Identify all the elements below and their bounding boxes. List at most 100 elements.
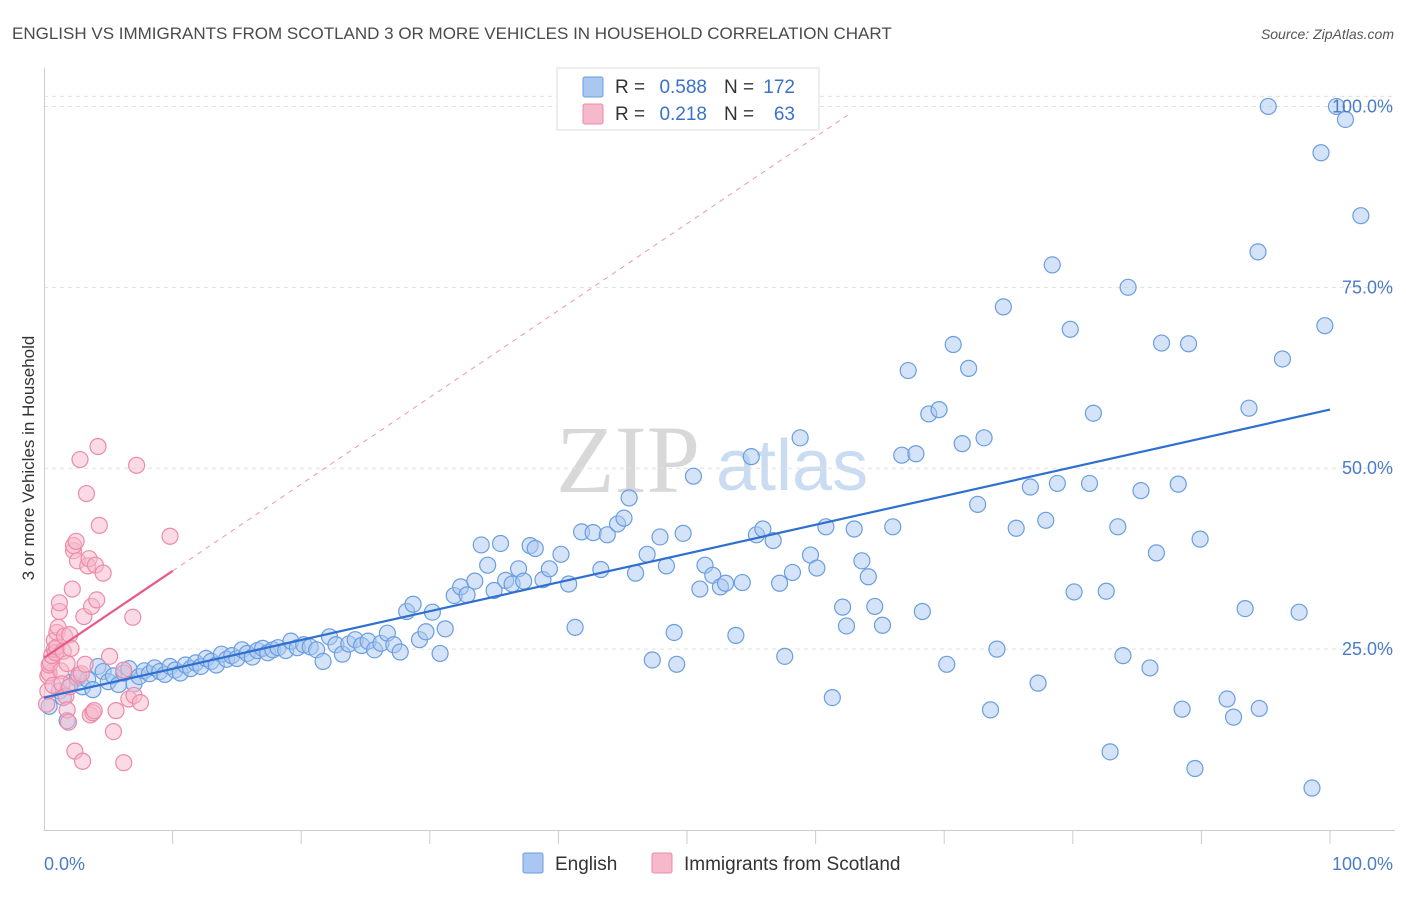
trend-line-scotland — [43, 570, 174, 659]
legend-n-label-scotland: N = — [724, 104, 754, 125]
point-english-164 — [1141, 659, 1159, 677]
point-english-136 — [913, 602, 931, 621]
bottom-legend-label-english: English — [555, 854, 617, 875]
chart-title: ENGLISH VS IMMIGRANTS FROM SCOTLAND 3 OR… — [12, 24, 892, 43]
y-tick-labels: 25.0% 50.0% 75.0% 100.0% — [1332, 96, 1393, 659]
point-english-96 — [620, 489, 638, 507]
point-english-118 — [776, 647, 794, 665]
point-scotland-49 — [90, 516, 108, 534]
point-english-86 — [540, 560, 558, 578]
point-english-178 — [1259, 97, 1277, 116]
point-english-166 — [1152, 334, 1171, 352]
legend-swatch-english — [582, 76, 604, 98]
points-layer — [37, 97, 1370, 797]
point-scotland-54 — [115, 661, 133, 679]
point-scotland-15 — [50, 594, 69, 612]
point-english-127 — [845, 520, 863, 538]
point-english-182 — [1312, 144, 1330, 162]
point-english-99 — [643, 651, 661, 669]
point-english-155 — [1065, 583, 1083, 601]
point-english-113 — [742, 448, 760, 466]
point-scotland-51 — [100, 647, 119, 665]
point-english-129 — [859, 568, 877, 586]
point-english-119 — [783, 563, 802, 582]
point-english-51 — [314, 652, 332, 671]
point-english-149 — [1021, 478, 1039, 496]
bottom-legend-label-scotland: Immigrants from Scotland — [684, 854, 900, 875]
point-english-102 — [665, 623, 683, 642]
point-scotland-23 — [59, 713, 78, 731]
point-english-128 — [853, 552, 871, 570]
point-english-144 — [975, 429, 993, 447]
chart-source: Source: ZipAtlas.com — [1261, 26, 1394, 42]
point-english-133 — [893, 446, 911, 464]
point-scotland-39 — [77, 484, 96, 503]
point-english-157 — [1084, 404, 1102, 422]
point-english-173 — [1224, 708, 1243, 726]
point-english-134 — [899, 361, 917, 380]
point-english-69 — [431, 644, 449, 663]
point-english-176 — [1249, 243, 1267, 261]
point-english-146 — [988, 640, 1006, 658]
point-english-150 — [1029, 674, 1047, 692]
point-english-111 — [727, 626, 745, 644]
point-scotland-61 — [161, 527, 179, 545]
point-english-175 — [1240, 399, 1258, 417]
point-english-112 — [733, 573, 751, 592]
point-english-84 — [526, 539, 544, 558]
point-english-148 — [1007, 519, 1025, 537]
point-english-141 — [953, 435, 971, 453]
y-axis-label: 3 or more Vehicles in Household — [19, 336, 38, 581]
point-english-122 — [808, 559, 826, 577]
stats-legend: R = 0.588 N = 172 R = 0.218 N = 63 — [556, 67, 820, 131]
legend-n-value-scotland: 63 — [774, 104, 795, 125]
point-scotland-47 — [88, 591, 106, 609]
point-english-131 — [873, 616, 892, 634]
point-english-63 — [391, 643, 409, 661]
point-scotland-36 — [73, 752, 92, 770]
point-english-110 — [716, 574, 735, 592]
point-english-142 — [960, 359, 978, 377]
point-english-184 — [1327, 97, 1346, 116]
point-english-130 — [866, 597, 884, 616]
point-english-91 — [584, 524, 602, 542]
point-english-170 — [1186, 759, 1204, 778]
point-english-145 — [981, 701, 1000, 719]
point-english-161 — [1114, 647, 1132, 665]
point-scotland-31 — [67, 532, 85, 550]
point-english-125 — [834, 598, 852, 616]
legend-n-label-english: N = — [724, 77, 754, 98]
point-english-162 — [1119, 278, 1137, 296]
legend-r-value-english: 0.588 — [659, 77, 707, 98]
point-english-104 — [674, 524, 692, 542]
point-english-169 — [1179, 335, 1198, 353]
y-tick-label-25: 25.0% — [1342, 639, 1393, 659]
point-english-151 — [1037, 511, 1055, 529]
point-english-95 — [615, 509, 633, 527]
point-english-153 — [1048, 474, 1066, 493]
point-english-100 — [651, 528, 669, 546]
point-english-78 — [491, 534, 510, 553]
point-english-158 — [1097, 582, 1115, 600]
point-scotland-59 — [127, 456, 146, 474]
point-english-106 — [691, 580, 709, 598]
point-scotland-57 — [124, 608, 142, 626]
legend-swatch-scotland — [582, 103, 604, 125]
point-english-76 — [479, 556, 497, 574]
point-english-154 — [1061, 320, 1079, 338]
point-scotland-60 — [131, 694, 150, 712]
legend-r-value-scotland: 0.218 — [659, 104, 707, 125]
point-english-116 — [764, 531, 782, 550]
point-english-160 — [1109, 518, 1127, 536]
point-english-138 — [930, 401, 948, 419]
point-english-179 — [1273, 350, 1292, 368]
point-english-180 — [1290, 603, 1308, 621]
x-tick-label-min: 0.0% — [44, 854, 85, 874]
point-english-89 — [566, 618, 584, 637]
point-english-152 — [1043, 256, 1061, 274]
point-english-163 — [1132, 482, 1150, 500]
point-english-65 — [404, 595, 422, 613]
point-english-171 — [1191, 530, 1209, 548]
